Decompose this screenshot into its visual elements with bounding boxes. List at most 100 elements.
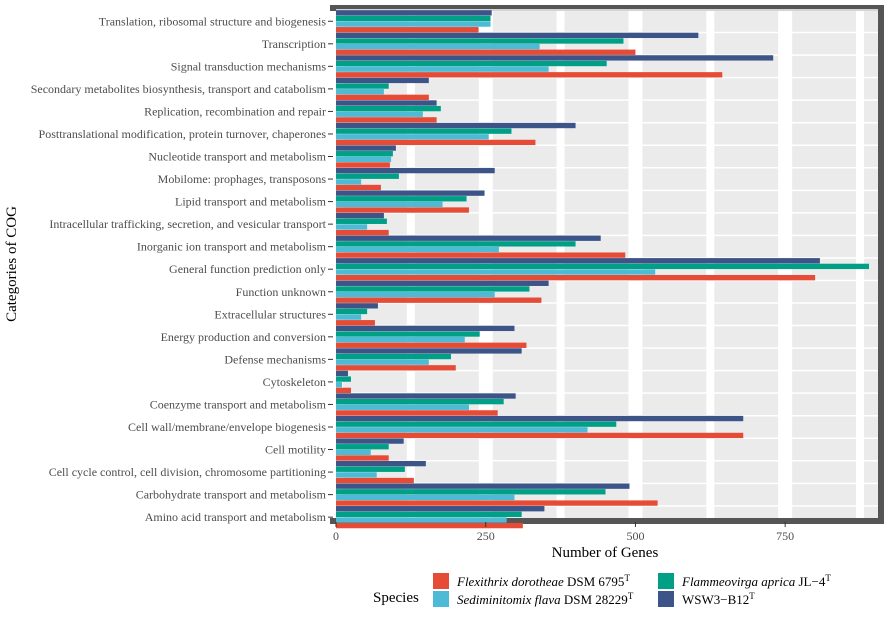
bar xyxy=(336,365,456,371)
bar xyxy=(336,27,479,33)
bar xyxy=(336,331,480,337)
bar xyxy=(336,117,437,123)
bar xyxy=(336,286,530,292)
x-axis: 0 250 500 750 xyxy=(333,522,794,543)
bar xyxy=(336,173,399,179)
bar xyxy=(336,370,348,377)
bar xyxy=(336,213,384,219)
bar xyxy=(336,500,658,506)
bar xyxy=(336,111,423,117)
category-label: General function prediction only xyxy=(169,262,326,276)
bar xyxy=(336,196,467,202)
bar xyxy=(336,21,491,27)
category-label: Nucleotide transport and metabolism xyxy=(148,150,326,164)
bar xyxy=(336,269,656,275)
bar xyxy=(336,320,375,326)
bar xyxy=(336,60,607,67)
x-tick-label: 750 xyxy=(776,529,794,543)
bar xyxy=(336,444,389,450)
bar xyxy=(336,477,414,484)
bar xyxy=(336,218,387,224)
legend-swatch xyxy=(658,591,674,607)
bar xyxy=(336,139,536,146)
legend-entry: Sediminitomix flava DSM 28229T xyxy=(457,591,634,607)
bar xyxy=(336,506,545,512)
bar xyxy=(336,66,549,72)
bar xyxy=(336,162,390,168)
bar xyxy=(336,303,378,309)
category-label: Cytoskeleton xyxy=(263,375,326,389)
bar xyxy=(336,387,351,394)
bar xyxy=(336,145,396,151)
bar xyxy=(336,517,507,523)
bar xyxy=(336,43,540,50)
category-label: Lipid transport and metabolism xyxy=(175,195,327,209)
bar xyxy=(336,94,429,101)
category-label: Function unknown xyxy=(236,285,326,299)
category-label: Replication, recombination and repair xyxy=(144,104,326,118)
bar xyxy=(336,421,617,427)
bar xyxy=(336,151,393,157)
bar xyxy=(336,410,498,416)
bar xyxy=(336,55,774,61)
legend-swatch xyxy=(658,573,674,589)
bar xyxy=(336,274,816,281)
y-axis-labels: Translation, ribosomal structure and bio… xyxy=(31,14,333,524)
category-label: Extracellular structures xyxy=(214,307,326,321)
bar xyxy=(336,291,495,298)
bar xyxy=(336,72,723,78)
category-label: Signal transduction mechanisms xyxy=(171,59,327,73)
bar xyxy=(336,398,504,405)
bar xyxy=(336,438,404,444)
bar xyxy=(336,404,469,410)
category-label: Transcription xyxy=(262,37,326,51)
bar xyxy=(336,432,744,439)
bar xyxy=(336,280,549,286)
bar xyxy=(336,342,527,348)
bar xyxy=(336,511,522,517)
bar xyxy=(336,184,381,191)
bar xyxy=(336,258,820,264)
legend-entry: WSW3−B12T xyxy=(682,591,755,607)
bar xyxy=(336,32,699,39)
bar xyxy=(336,325,515,332)
category-label: Cell cycle control, cell division, chrom… xyxy=(49,465,326,479)
bar xyxy=(336,376,351,382)
bar xyxy=(336,522,523,529)
bar xyxy=(336,134,489,140)
bar xyxy=(336,483,630,489)
bar xyxy=(336,201,443,208)
bar xyxy=(336,472,377,478)
bar xyxy=(336,15,491,22)
category-label: Coenzyme transport and metabolism xyxy=(150,397,327,411)
bar xyxy=(336,348,522,354)
legend-title: Species xyxy=(373,590,419,606)
bar xyxy=(336,207,469,213)
bar xyxy=(336,235,601,241)
bar xyxy=(336,393,516,399)
bar xyxy=(336,49,636,55)
category-label: Cell motility xyxy=(265,443,326,457)
bar xyxy=(336,382,342,388)
bar xyxy=(336,100,437,106)
bar xyxy=(336,460,426,467)
bar xyxy=(336,167,495,174)
bar xyxy=(336,105,441,112)
category-label: Cell wall/membrane/envelope biogenesis xyxy=(128,420,326,434)
bar xyxy=(336,179,362,185)
legend-swatch xyxy=(433,573,449,589)
bar xyxy=(336,156,392,162)
bar xyxy=(336,89,384,95)
category-label: Translation, ribosomal structure and bio… xyxy=(99,14,327,28)
bar xyxy=(336,494,515,501)
bar xyxy=(336,353,451,360)
bars-group xyxy=(336,10,870,529)
bar xyxy=(336,359,429,365)
bar xyxy=(336,336,465,343)
bar xyxy=(336,229,389,236)
bar xyxy=(336,449,371,456)
bar xyxy=(336,297,542,303)
bar xyxy=(336,77,429,84)
bar xyxy=(336,190,485,196)
